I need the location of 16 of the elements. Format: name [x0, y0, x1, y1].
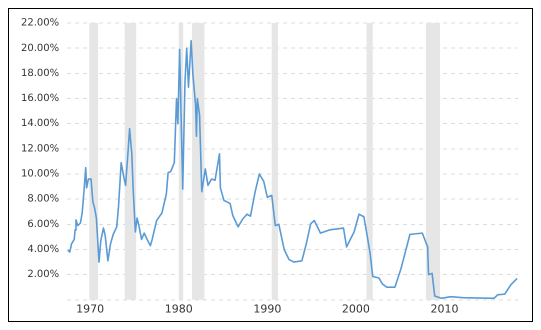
y-tick-label: 18.00% [20, 68, 60, 79]
y-tick-label: 4.00% [27, 244, 60, 256]
x-tick-label: 1970 [76, 302, 104, 316]
x-tick-label: 1990 [253, 302, 282, 316]
y-tick-label: 6.00% [27, 218, 60, 230]
x-tick-label: 2010 [430, 302, 458, 316]
y-tick-label: 2.00% [27, 269, 60, 280]
y-tick-label: 22.00% [20, 18, 60, 29]
x-tick-label: 2000 [342, 302, 370, 316]
y-tick-label: 16.00% [20, 93, 60, 104]
y-tick-label: 14.00% [20, 118, 60, 130]
y-tick-label: 8.00% [27, 194, 60, 205]
y-tick-label: 12.00% [20, 143, 60, 154]
y-tick-label: 10.00% [20, 168, 60, 180]
y-tick-label: 20.00% [20, 42, 60, 54]
x-tick-label: 1980 [164, 302, 193, 316]
